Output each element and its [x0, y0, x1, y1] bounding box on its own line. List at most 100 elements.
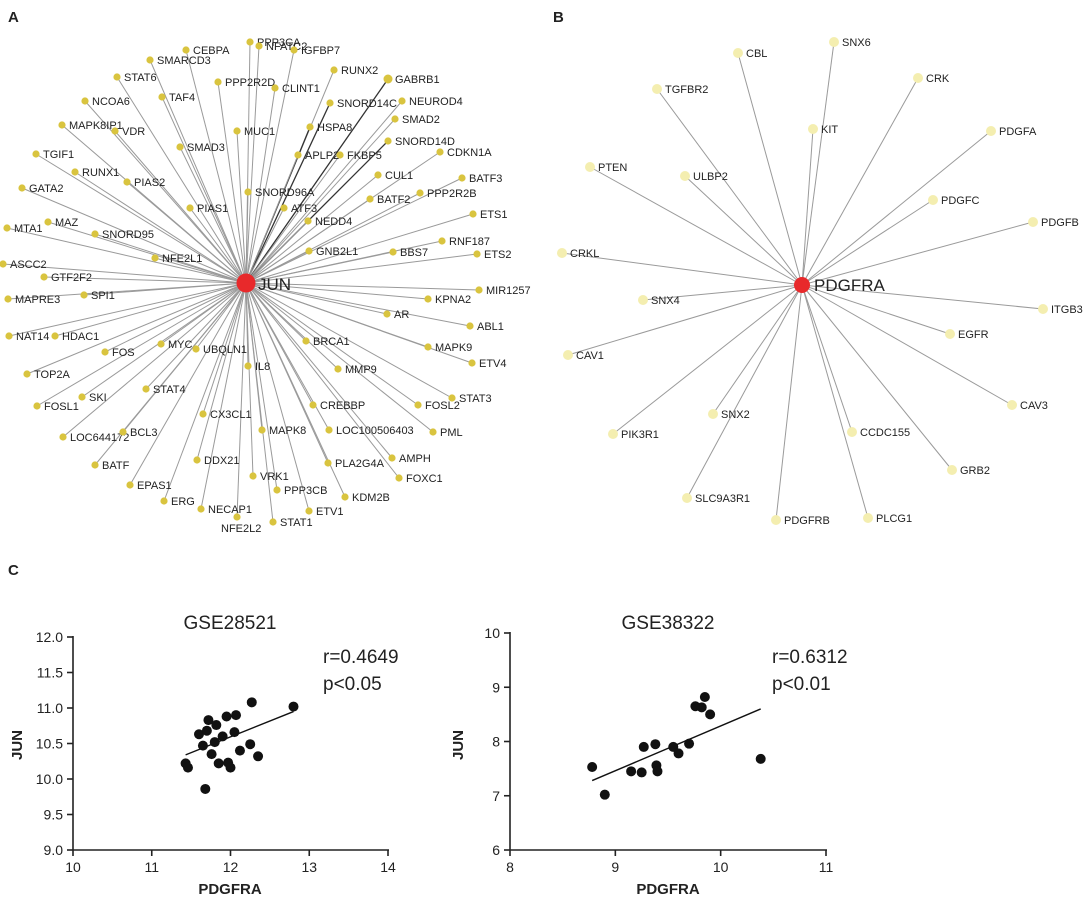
edge-jun-nfe2l2 [236, 282, 247, 518]
node-label-vrk1: VRK1 [260, 471, 289, 483]
node-label-itgb3: ITGB3 [1051, 304, 1083, 316]
edge-jun-smarcd3 [149, 59, 247, 284]
node-label-ar: AR [394, 309, 409, 321]
edge-jun-batf2 [245, 198, 371, 284]
edge-jun-taf4 [161, 96, 247, 284]
node-label-smarcd3: SMARCD3 [157, 55, 211, 67]
edge-jun-snord14c [245, 102, 331, 284]
edge-pdgfra-kit [801, 128, 814, 286]
node-igfbp7 [290, 46, 298, 54]
plot1-points [180, 697, 299, 794]
node-etv1 [305, 507, 313, 515]
edge-pdgfra-pdgfrb [775, 284, 803, 521]
node-label-loc100506403: LOC100506403 [336, 425, 414, 437]
node-gnb2l1 [305, 247, 313, 255]
node-label-snord14c: SNORD14C [337, 98, 397, 110]
edge-jun-epas1 [129, 282, 247, 486]
node-gabrb1 [383, 74, 393, 84]
plot1-x-tick-label: 11 [144, 859, 159, 875]
node-label-ppp2r2b: PPP2R2B [427, 188, 477, 200]
plot2-x-tick-label: 11 [819, 859, 834, 875]
plot2-y-axis-title: JUN [450, 730, 467, 760]
node-label-pdgfc: PDGFC [941, 195, 980, 207]
edge-jun-ppp2r2d [217, 81, 247, 284]
plot2-x-tick-label: 8 [506, 859, 514, 875]
node-top2a [23, 370, 31, 378]
plot1-data-point [203, 715, 214, 726]
network-pdgfra-edges [561, 41, 1044, 521]
node-label-mir1257: MIR1257 [486, 285, 531, 297]
node-label-tgfbr2: TGFBR2 [665, 84, 708, 96]
node-label-nedd4: NEDD4 [315, 216, 352, 228]
plot1-data-point [206, 749, 217, 760]
plot2-y-tick-label: 8 [492, 734, 500, 750]
node-cebpa [182, 46, 190, 54]
plot1-p-value: p<0.05 [323, 674, 382, 695]
node-pias1 [186, 204, 194, 212]
plot1-data-point [201, 725, 212, 736]
node-label-brca1: BRCA1 [313, 336, 350, 348]
edge-jun-igfbp7 [245, 49, 295, 284]
node-erg [160, 497, 168, 505]
node-label-etv1: ETV1 [316, 506, 344, 518]
node-pdgfrb [771, 515, 781, 525]
node-runx2 [330, 66, 338, 74]
node-bbs7 [389, 248, 397, 256]
plot2-p-value: p<0.01 [772, 674, 831, 695]
plot2-data-point [696, 702, 707, 713]
plot2-data-point [650, 739, 661, 750]
node-stat3 [448, 394, 456, 402]
node-ets2 [473, 250, 481, 258]
node-label-pten: PTEN [598, 162, 627, 174]
node-label-stat4: STAT4 [153, 384, 186, 396]
node-label-pml: PML [440, 427, 463, 439]
edge-jun-stat1 [245, 282, 274, 523]
node-label-mapk9: MAPK9 [435, 342, 472, 354]
edge-jun-gata2 [21, 187, 247, 284]
plot2-data-point [652, 766, 663, 777]
node-label-abl1: ABL1 [477, 321, 504, 333]
edge-pdgfra-snx4 [642, 284, 803, 301]
plot2-data-point [626, 766, 637, 777]
node-muc1 [233, 127, 241, 135]
node-snx4 [638, 295, 648, 305]
edge-jun-spi1 [83, 282, 247, 296]
scatter-gse38322: GSE38322 r=0.6312 p<0.01 PDGFRA JUN 8 9 10… [450, 613, 848, 898]
edge-pdgfra-ulbp2 [684, 175, 803, 286]
node-mta1 [3, 224, 11, 232]
edge-jun-muc1 [236, 130, 247, 284]
node-ascc2 [0, 260, 7, 268]
plot1-y-tick-label: 10.0 [36, 771, 63, 787]
edge-jun-ppp3cb [245, 282, 278, 491]
node-label-snx6: SNX6 [842, 37, 871, 49]
node-label-batf3: BATF3 [469, 173, 502, 185]
node-cx3cl1 [199, 410, 207, 418]
plot1-data-point [200, 783, 211, 794]
node-crebbp [309, 401, 317, 409]
node-plcg1 [863, 513, 873, 523]
node-label-mapk8ip1: MAPK8IP1 [69, 120, 123, 132]
node-loc100506403 [325, 426, 333, 434]
node-label-fos: FOS [112, 347, 135, 359]
node-label-loc644172: LOC644172 [70, 432, 129, 444]
node-label-cav1: CAV1 [576, 350, 604, 362]
plot1-axes: 10 11 12 13 14 9.0 9.5 10.0 10.5 11.0 11.5 12.0 [36, 629, 396, 875]
node-hspa8 [306, 123, 314, 131]
node-mapk8 [258, 426, 266, 434]
edge-jun-gnb2l1 [245, 250, 310, 284]
node-label-stat1: STAT1 [280, 517, 313, 529]
plot1-data-point [234, 745, 245, 756]
plot1-data-point [253, 751, 264, 762]
edge-jun-vrk1 [245, 282, 254, 477]
plot1-data-point [245, 739, 256, 750]
edge-pdgfra-egfr [801, 284, 951, 335]
node-label-hspa8: HSPA8 [317, 122, 352, 134]
edge-jun-abl1 [245, 282, 471, 327]
node-gtf2f2 [40, 273, 48, 281]
node-cav3 [1007, 400, 1017, 410]
edge-pdgfra-slc9a3r1 [686, 284, 803, 499]
node-label-nfe2l1: NFE2L1 [162, 253, 202, 265]
node-label-etv4: ETV4 [479, 358, 507, 370]
node-label-cav3: CAV3 [1020, 400, 1048, 412]
edge-jun-ets2 [245, 253, 478, 284]
